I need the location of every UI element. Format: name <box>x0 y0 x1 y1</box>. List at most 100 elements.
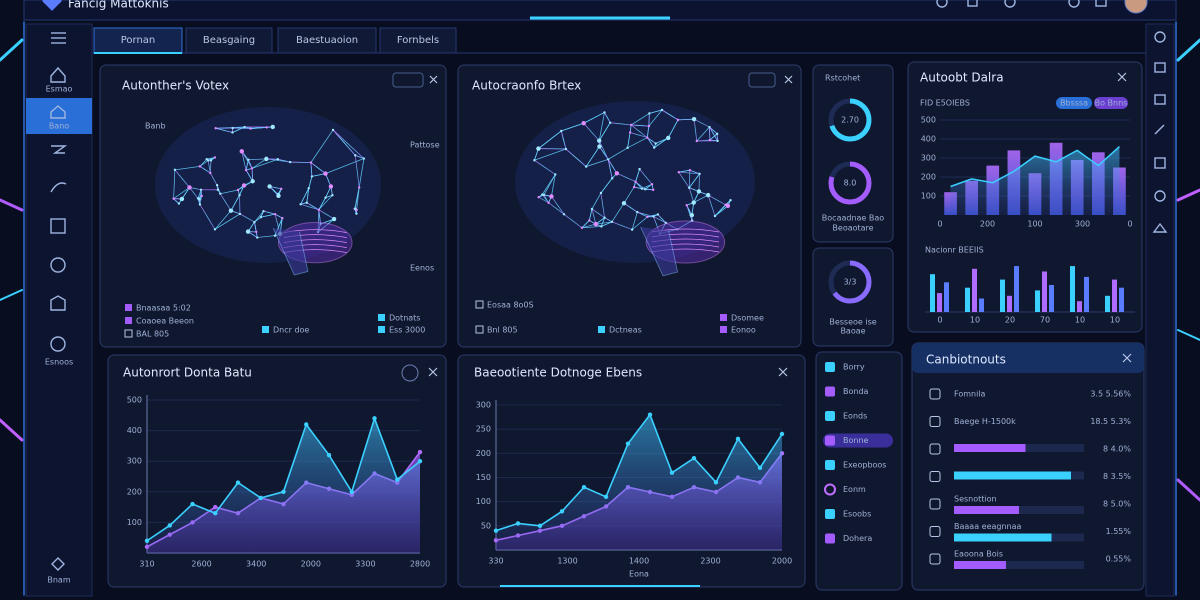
brain-edge <box>215 127 233 133</box>
sidebar-icons[interactable] <box>50 32 68 571</box>
right-icons[interactable] <box>1152 31 1168 233</box>
brain-edge <box>698 173 700 192</box>
legend-label: Eosaa 8o0S <box>487 301 534 310</box>
brain-node <box>198 165 202 168</box>
brain-node <box>323 171 328 176</box>
list-item[interactable]: Eonm <box>843 485 866 494</box>
brain-edge <box>714 205 729 217</box>
bar <box>944 282 949 312</box>
brain-edge <box>325 194 333 198</box>
x-tick-label: 300 <box>1075 220 1090 229</box>
bar <box>979 298 984 312</box>
brain-node <box>533 159 536 162</box>
brain-edge <box>631 124 649 127</box>
brain-node <box>200 194 203 198</box>
close-icons[interactable] <box>428 72 1132 377</box>
avatar[interactable] <box>1124 0 1148 14</box>
pill[interactable] <box>1094 97 1128 109</box>
tab[interactable] <box>277 27 377 54</box>
sidebar-label[interactable]: Esnoos <box>45 358 73 367</box>
brain-edge <box>318 194 333 211</box>
list-icon <box>825 460 835 470</box>
point <box>281 489 286 494</box>
bar <box>1112 279 1117 312</box>
row-icon <box>929 526 941 537</box>
pill-label[interactable]: Bbsssa <box>1060 99 1088 108</box>
y-tick-label: 200 <box>476 449 491 458</box>
list-item[interactable]: Eonds <box>843 412 867 421</box>
tab[interactable] <box>379 27 457 54</box>
brain-edge <box>538 196 549 204</box>
brain-node <box>597 138 602 143</box>
brain-edge <box>657 214 667 224</box>
point <box>581 484 587 490</box>
list-item[interactable]: Bonne <box>843 436 869 445</box>
x-tick-label: 1300 <box>557 557 577 566</box>
sidebar-label[interactable]: Esmao <box>46 85 73 94</box>
brain-edge <box>678 118 695 121</box>
brain-node <box>307 187 310 190</box>
panel-tool[interactable] <box>748 72 776 88</box>
row-label: Fomnila <box>954 390 986 399</box>
brain-edge <box>548 202 565 215</box>
brain-edge <box>604 217 613 223</box>
list-item[interactable]: Esoobs <box>843 510 871 519</box>
brain-node <box>597 144 602 149</box>
top-icons[interactable] <box>936 0 1107 8</box>
tab-label[interactable]: Pornan <box>121 35 156 46</box>
x-tick-label: 10 <box>970 316 980 325</box>
brain-edge <box>173 187 190 200</box>
list-item[interactable]: Exeopboos <box>843 461 886 470</box>
x-tick-label: 1400 <box>629 557 649 566</box>
brain-edge <box>318 209 321 225</box>
brain-node <box>273 234 277 237</box>
brain-node <box>725 203 731 208</box>
panel-tool[interactable] <box>392 72 424 88</box>
x-tick-label: 10 <box>1110 316 1120 325</box>
brain-edge <box>583 112 605 124</box>
brain-edge <box>689 169 700 175</box>
brain-node <box>238 193 241 197</box>
pill[interactable] <box>1056 97 1092 109</box>
brain-node <box>647 124 651 128</box>
list-item[interactable]: Dohera <box>843 534 872 543</box>
chart-title: Nacionr BEEIIS <box>925 246 984 255</box>
brain-edge <box>630 132 648 138</box>
brain-node <box>685 204 688 207</box>
brain-node <box>250 179 255 184</box>
bar <box>1000 279 1005 312</box>
point <box>213 504 218 510</box>
brain-node <box>241 183 247 188</box>
tab-label[interactable]: Beasgaing <box>203 35 255 46</box>
brain-node <box>581 121 586 126</box>
brain-node <box>199 188 203 191</box>
brain-edge <box>616 172 636 183</box>
brain-edge <box>250 126 267 130</box>
pill-label[interactable]: Bo Bnns <box>1095 99 1128 108</box>
list-item[interactable]: Borry <box>843 363 865 372</box>
brain-node <box>536 146 541 151</box>
tab-label[interactable]: Fornbels <box>397 35 439 46</box>
row-value: 0.55% <box>1106 555 1132 564</box>
brain-edge <box>646 137 655 148</box>
brain-node <box>255 230 258 234</box>
brain-node <box>259 215 263 219</box>
brain-node <box>288 160 292 164</box>
brain-edge <box>563 213 583 229</box>
panel-tool[interactable] <box>401 364 419 382</box>
point <box>349 489 354 494</box>
row-icon <box>929 443 941 455</box>
y-tick-label: 200 <box>921 173 936 182</box>
list-item[interactable]: Bonda <box>843 387 869 396</box>
brain-node <box>172 197 175 200</box>
brain-node <box>713 214 717 218</box>
x-tick-label: 0 <box>1127 220 1132 229</box>
sidebar-label[interactable]: Bnam <box>47 576 70 585</box>
brain-edge <box>607 147 628 160</box>
tab[interactable] <box>185 27 273 54</box>
legend-label: Dctneas <box>609 326 642 335</box>
row-value: 8 3.5% <box>1103 472 1131 481</box>
sidebar-label[interactable]: Bano <box>49 122 69 131</box>
tab-label[interactable]: Baestuaoion <box>296 35 358 46</box>
brain-edge <box>173 169 176 199</box>
